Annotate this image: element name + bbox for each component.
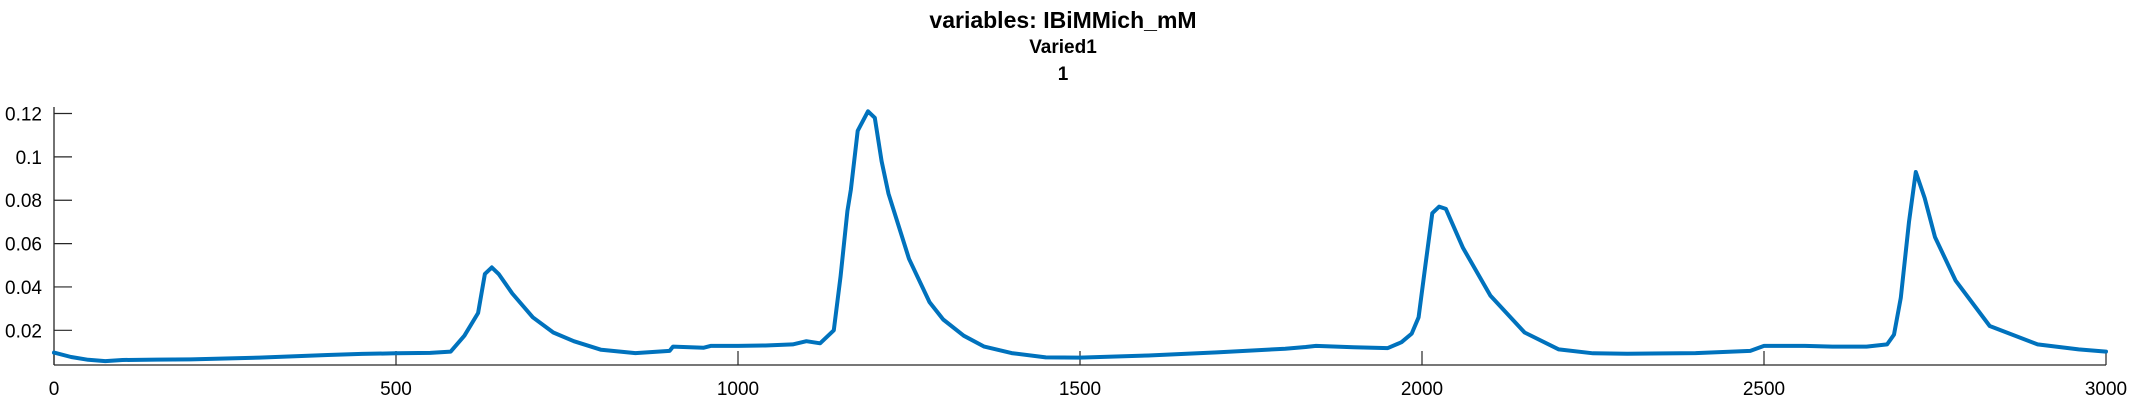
y-tick-label: 0.12 <box>5 105 42 126</box>
x-tick-label: 0 <box>49 379 60 400</box>
chart-subtitle-1: Varied1 <box>1029 37 1097 58</box>
series-line <box>52 109 2108 364</box>
y-tick-label: 0.08 <box>5 191 42 212</box>
y-tick-label: 0.02 <box>5 321 42 342</box>
x-tick-label: 500 <box>380 379 412 400</box>
x-tick-label: 1000 <box>717 379 759 400</box>
chart-title: variables: IBiMMich_mM <box>929 7 1196 33</box>
axes: 0 500 1000 1500 2000 2500 3000 0.02 0.04 0.06 0.08… <box>5 105 2127 400</box>
x-tick-label: 2000 <box>1401 379 1443 400</box>
y-tick-label: 0.04 <box>5 278 42 299</box>
y-tick-label: 0.06 <box>5 235 42 256</box>
y-tick-label: 0.1 <box>16 148 42 169</box>
x-tick-label: 2500 <box>1743 379 1785 400</box>
x-tick-label: 1500 <box>1059 379 1101 400</box>
series-layer <box>52 109 2108 364</box>
x-tick-label: 3000 <box>2085 379 2127 400</box>
chart-subtitle-2: 1 <box>1058 64 1069 85</box>
